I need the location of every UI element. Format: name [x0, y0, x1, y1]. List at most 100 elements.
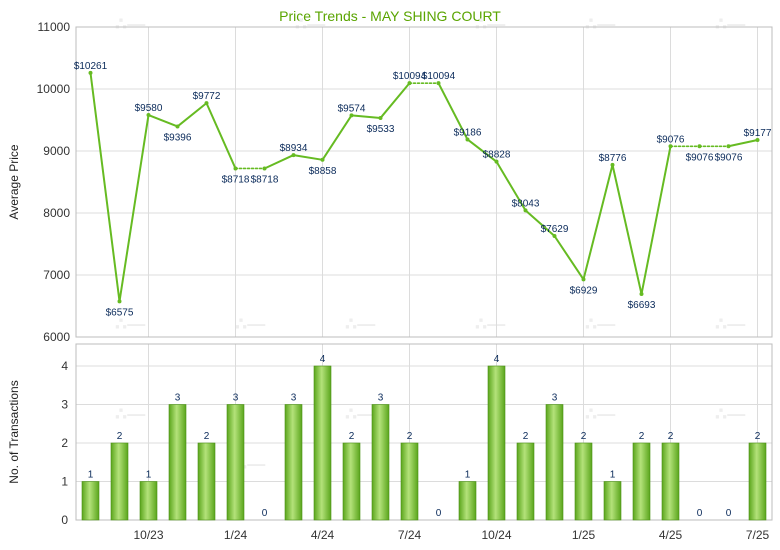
transaction-bar: [574, 442, 593, 521]
transaction-bar: [197, 442, 216, 521]
bar-y-tick-label: 1: [61, 475, 68, 489]
bar-value-label: 2: [204, 431, 210, 442]
transaction-bar: [168, 404, 187, 521]
price-data-label: $10094: [393, 71, 427, 82]
watermark-mark: ∴—: [295, 14, 326, 34]
transaction-bar: [632, 442, 651, 521]
price-data-label: $9533: [367, 124, 395, 135]
price-line-segment: [524, 209, 556, 238]
price-data-label: $8934: [280, 143, 308, 154]
bar-value-label: 1: [465, 470, 471, 481]
watermark-mark: ∴—: [715, 404, 746, 424]
price-point: [610, 162, 615, 167]
bar-value-label: 0: [726, 508, 732, 519]
price-line-segment: [292, 154, 324, 161]
bar-y-tick-label: 0: [61, 513, 68, 527]
watermark-mark: ∴—: [585, 404, 616, 424]
bar-value-label: 2: [668, 431, 674, 442]
transaction-bar: [313, 365, 332, 521]
price-point: [552, 234, 557, 239]
bar-y-tick-label: 4: [61, 359, 68, 373]
price-point: [378, 115, 383, 120]
price-data-label: $9186: [454, 127, 482, 138]
price-data-label: $6575: [106, 307, 134, 318]
price-data-label: $8718: [251, 174, 279, 185]
bar-value-label: 2: [523, 431, 529, 442]
bar-plot-frame: [75, 343, 773, 521]
watermark-mark: ∴—: [345, 314, 376, 334]
price-point: [117, 299, 122, 304]
bar-value-label: 2: [117, 431, 123, 442]
price-point: [755, 138, 760, 143]
transaction-bar: [487, 365, 506, 521]
transaction-bar: [545, 404, 564, 521]
x-tick-label: 4/24: [311, 528, 335, 542]
x-tick-label: 10/23: [133, 528, 163, 542]
transaction-bar: [458, 481, 477, 521]
price-data-label: $9076: [715, 152, 743, 163]
bar-value-label: 1: [610, 470, 616, 481]
price-point: [146, 113, 151, 118]
price-line-segment: [727, 139, 759, 148]
price-point: [639, 292, 644, 297]
watermark-mark: ∴—: [115, 14, 146, 34]
price-line-segment: [466, 138, 498, 163]
price-point: [262, 166, 267, 171]
price-data-label: $10261: [74, 61, 108, 72]
price-data-label: $7629: [541, 224, 569, 235]
price-point: [494, 159, 499, 164]
bar-y-tick-label: 2: [61, 436, 68, 450]
transaction-bar: [110, 442, 129, 521]
bar-value-label: 2: [407, 431, 413, 442]
transaction-bar: [284, 404, 303, 521]
watermark-mark: ∴—: [715, 314, 746, 334]
price-data-label: $9580: [135, 103, 163, 114]
price-line-segment: [553, 235, 585, 281]
transaction-bar: [661, 442, 680, 521]
price-point: [668, 144, 673, 149]
price-line-panel: 6000 7000 8000 9000 10000 11000 Average Price $…: [7, 20, 773, 344]
price-y-tick-label: 7000: [43, 268, 70, 282]
watermark-mark: ∴—: [235, 314, 266, 334]
watermark-mark: ∴—: [715, 14, 746, 34]
watermark-mark: ∴—: [115, 314, 146, 334]
bar-value-label: 2: [349, 431, 355, 442]
transaction-bar: [226, 404, 245, 521]
price-y-axis-label: Average Price: [7, 144, 21, 219]
bar-value-label: 3: [175, 393, 181, 404]
price-line-segment: [205, 102, 237, 170]
price-point: [349, 113, 354, 118]
price-line-segment: [611, 163, 643, 296]
price-data-label: $9177: [744, 128, 772, 139]
price-point: [726, 144, 731, 149]
price-line-segment: [118, 114, 150, 303]
watermark-mark: ∴—: [475, 314, 506, 334]
price-line-segment: [321, 114, 353, 161]
transaction-bar: [516, 442, 535, 521]
price-line-segment: [582, 163, 614, 281]
price-data-label: $9076: [657, 134, 685, 145]
price-point: [436, 81, 441, 86]
price-line-segment: [263, 154, 295, 170]
price-y-tick-label: 10000: [37, 82, 71, 96]
price-point: [697, 144, 702, 149]
bar-value-label: 3: [378, 393, 384, 404]
price-data-label: $8776: [599, 153, 627, 164]
x-tick-label: 7/25: [746, 528, 770, 542]
transaction-bar: [748, 442, 767, 521]
watermark-mark: ∴—: [475, 14, 506, 34]
price-point: [291, 153, 296, 158]
transaction-bar: [342, 442, 361, 521]
transaction-bar: [400, 442, 419, 521]
x-tick-label: 7/24: [398, 528, 422, 542]
bar-value-label: 0: [697, 508, 703, 519]
x-tick-label: 4/25: [659, 528, 683, 542]
price-data-label: $6929: [570, 285, 598, 296]
chart-title: Price Trends - MAY SHING COURT: [279, 8, 501, 24]
price-data-label: $8828: [483, 150, 511, 161]
price-line-segment: [350, 114, 382, 119]
watermark-mark: ∴—: [115, 404, 146, 424]
price-point: [523, 208, 528, 213]
bar-value-label: 2: [639, 431, 645, 442]
price-line-segment: [176, 102, 208, 128]
